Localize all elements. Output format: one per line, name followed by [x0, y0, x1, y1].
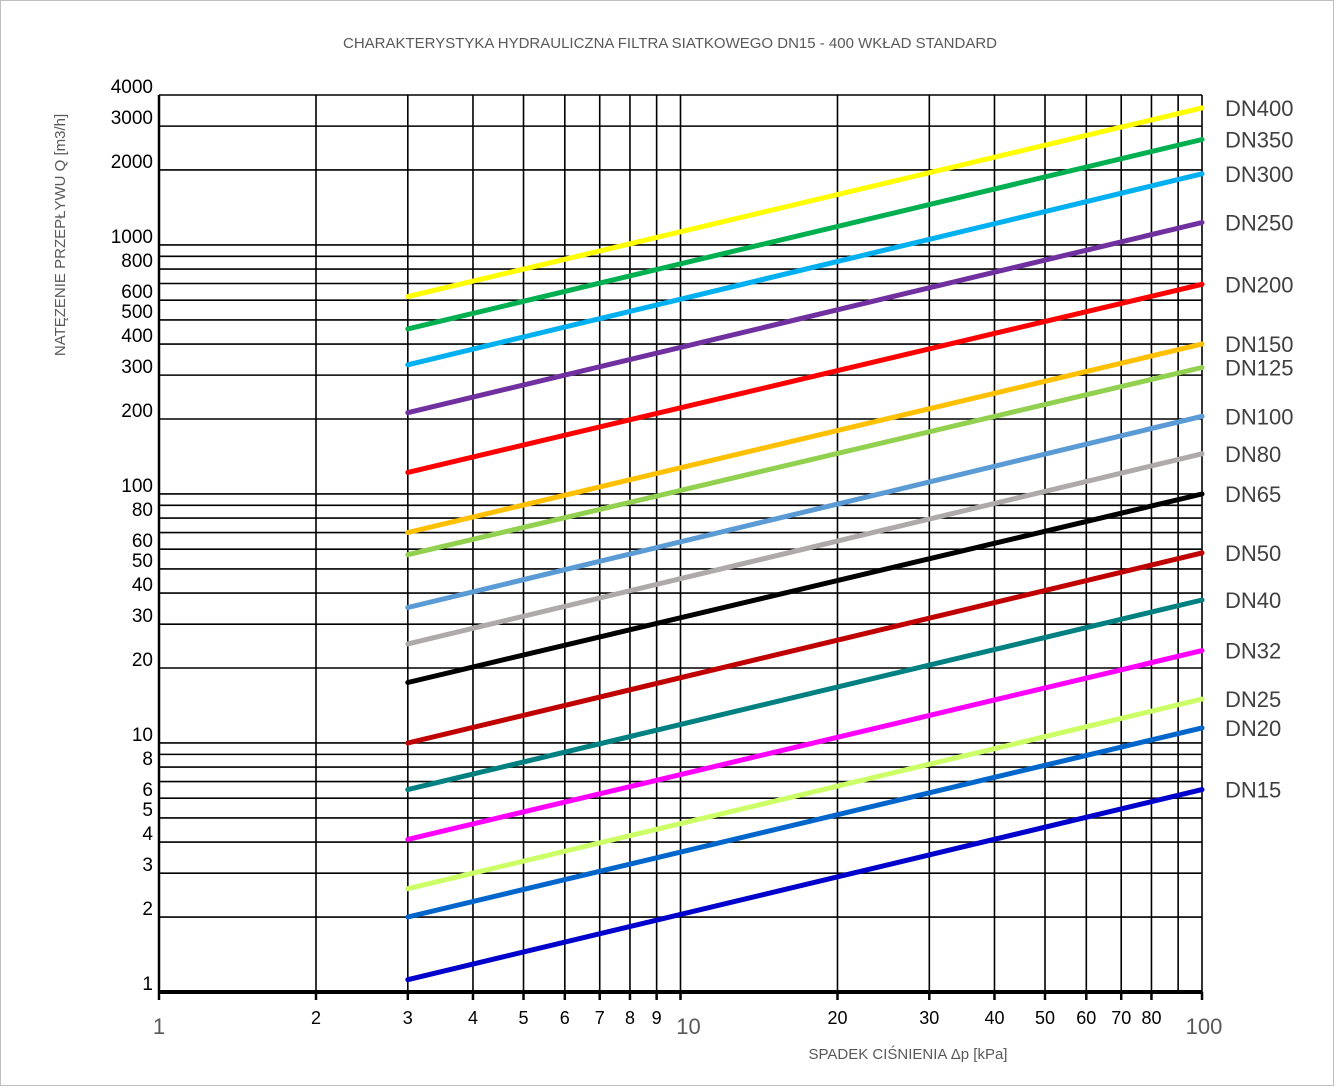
series-line-dn32 — [405, 648, 1205, 842]
y-tick-label: 2 — [142, 899, 153, 920]
series-label-dn80: DN80 — [1225, 442, 1281, 467]
y-tick-label: 4000 — [111, 77, 153, 98]
axes — [157, 95, 1204, 1000]
series-line-dn150 — [405, 341, 1205, 535]
x-tick-label: 70 — [1111, 1008, 1131, 1028]
x-tick-label: 30 — [919, 1008, 939, 1028]
y-tick-label: 400 — [121, 326, 153, 347]
y-tick-label: 8 — [142, 749, 153, 770]
x-axis-label: SPADEK CIŚNIENIA Δp [kPa] — [809, 1045, 1008, 1063]
series-label-dn25: DN25 — [1225, 687, 1281, 712]
x-tick-labels: 1 2 3 4 5 6 7 8 9 10 20 30 40 50 60 70 80 100 — [153, 1008, 1222, 1039]
y-tick-label: 800 — [121, 251, 153, 272]
y-tick-label: 80 — [132, 500, 153, 521]
series-line-dn40 — [405, 597, 1205, 793]
y-axis-label: NATĘZENIE PRZEPŁYWU Q [m3/h] — [52, 114, 69, 356]
x-tick-label: 1 — [153, 1014, 165, 1039]
chart-title: CHARAKTERYSTYKA HYDRAULICZNA FILTRA SIAT… — [343, 35, 997, 52]
series-label-dn300: DN300 — [1225, 162, 1293, 187]
y-tick-label: 30 — [132, 606, 153, 627]
series-line-dn65 — [405, 491, 1205, 685]
x-tick-label: 2 — [311, 1008, 321, 1028]
series-line-dn80 — [405, 451, 1205, 647]
x-tick-label: 9 — [652, 1008, 662, 1028]
series-line-dn400 — [405, 105, 1205, 300]
y-tick-label: 5 — [142, 800, 153, 821]
x-tick-label: 8 — [625, 1008, 635, 1028]
series-label-dn350: DN350 — [1225, 128, 1293, 153]
y-tick-label: 100 — [121, 476, 153, 497]
series-label-dn250: DN250 — [1225, 211, 1293, 236]
series-line-dn15 — [405, 787, 1205, 983]
x-tick-label: 60 — [1076, 1008, 1096, 1028]
series-line-dn300 — [405, 171, 1205, 368]
x-tick-label: 50 — [1035, 1008, 1055, 1028]
y-tick-label: 500 — [121, 302, 153, 323]
series-line-dn25 — [405, 696, 1205, 892]
series-label-dn100: DN100 — [1225, 404, 1293, 429]
y-tick-label: 50 — [132, 551, 153, 572]
series-line-dn125 — [405, 365, 1205, 558]
series-label-dn20: DN20 — [1225, 716, 1281, 741]
x-tick-label: 7 — [595, 1008, 605, 1028]
x-tick-label: 4 — [468, 1008, 478, 1028]
x-tick-label: 6 — [560, 1008, 570, 1028]
y-tick-label: 4 — [142, 824, 153, 845]
series-label-dn50: DN50 — [1225, 541, 1281, 566]
series-line-dn200 — [405, 281, 1205, 475]
y-tick-label: 60 — [132, 531, 153, 552]
x-tick-label: 80 — [1141, 1008, 1161, 1028]
y-tick-label: 40 — [132, 575, 153, 596]
y-tick-label: 3 — [142, 855, 153, 876]
series-label-dn15: DN15 — [1225, 778, 1281, 803]
x-tick-label: 100 — [1186, 1014, 1223, 1039]
series-label-dn40: DN40 — [1225, 588, 1281, 613]
x-tick-label: 3 — [403, 1008, 413, 1028]
series-line-dn350 — [405, 137, 1205, 332]
x-tick-label: 20 — [827, 1008, 847, 1028]
y-tick-label: 2000 — [111, 152, 153, 173]
x-tick-label: 10 — [676, 1014, 700, 1039]
y-tick-label: 6 — [142, 780, 153, 801]
series-label-dn150: DN150 — [1225, 332, 1293, 357]
y-tick-label: 3000 — [111, 108, 153, 129]
x-tick-label: 40 — [984, 1008, 1004, 1028]
grid — [158, 94, 1203, 992]
series-line-dn250 — [405, 220, 1205, 416]
series-label-dn400: DN400 — [1225, 96, 1293, 121]
y-tick-label: 300 — [121, 357, 153, 378]
series-label-dn200: DN200 — [1225, 272, 1293, 297]
series-label-dn125: DN125 — [1225, 355, 1293, 380]
y-tick-label: 1 — [142, 974, 153, 995]
series-label-dn65: DN65 — [1225, 482, 1281, 507]
series-label-dn32: DN32 — [1225, 639, 1281, 664]
y-tick-label: 600 — [121, 282, 153, 303]
y-tick-label: 1000 — [111, 227, 153, 248]
y-tick-label: 20 — [132, 650, 153, 671]
y-tick-label: 10 — [132, 725, 153, 746]
series-line-dn20 — [405, 725, 1205, 920]
series-lines — [405, 105, 1205, 983]
y-tick-label: 200 — [121, 401, 153, 422]
series-line-dn100 — [405, 413, 1205, 610]
series-line-dn50 — [405, 550, 1205, 746]
x-tick-label: 5 — [519, 1008, 529, 1028]
